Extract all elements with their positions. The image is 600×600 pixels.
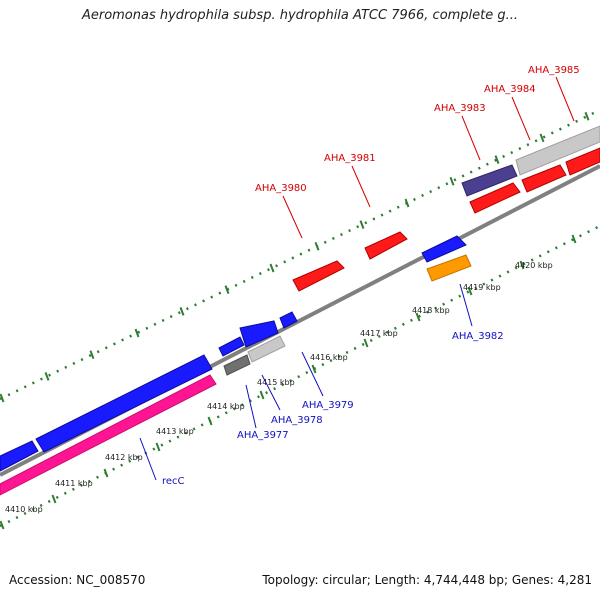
scale-major-tick [415,312,421,322]
gene-label-AHA_3983[interactable]: AHA_3983 [434,103,486,114]
scale-major-tick [51,494,57,504]
scale-major-tick [404,198,410,208]
scale-major-tick [494,155,500,164]
scale-major-tick [0,520,5,530]
gene-AHA_3979-arrow[interactable] [279,311,298,329]
scale-major-tick [207,416,213,426]
gene-AHA_3985-arrow[interactable] [565,147,600,176]
tick-label: 4411 kbp [55,479,93,488]
gene-blue-arrow[interactable] [0,440,39,472]
scale-major-tick [314,241,320,251]
gene-AHA_3983-arrow[interactable] [461,164,518,197]
scale-major-tick [584,111,590,121]
gene-label-AHA_3980[interactable]: AHA_3980 [255,183,307,194]
gene-darkgray-arrow[interactable] [223,354,251,376]
scale-major-tick [103,468,109,478]
tick-label: 4416 kbp [310,353,348,362]
scale-major-tick [571,234,577,244]
gene-labels: AHA_3980 AHA_3981 AHA_3983 AHA_3984 AHA_… [162,65,580,487]
lower-scale-dots [0,224,600,528]
accession-text: Accession: NC_008570 [9,573,146,587]
scale-major-tick [224,285,230,295]
scale-major-tick [259,390,265,400]
map-title: Aeromonas hydrophila subsp. hydrophila A… [81,8,519,23]
gene-label-AHA_3985[interactable]: AHA_3985 [528,65,580,76]
tick-label: 4413 kbp [156,427,194,436]
scale-major-tick [179,306,185,316]
gene-AHA_3983-arrow[interactable] [469,182,521,214]
gene-AHA_3981-arrow[interactable] [364,231,408,260]
gene-features [0,125,600,496]
scale-major-tick [449,176,455,186]
gene-recC-arrow[interactable] [0,374,217,496]
tick-label: 4420 kbp [515,261,553,270]
upper-scale-major-ticks [0,111,590,403]
gene-label-recC[interactable]: recC [162,476,185,487]
gene-AHA_3977-arrow[interactable] [218,336,245,357]
scale-major-tick [363,338,369,348]
scale-major-tick [359,220,365,229]
gene-gray-arrow[interactable] [247,335,286,363]
gene-blue-arrow[interactable] [35,354,213,453]
gene-AHA_3978-arrow[interactable] [239,320,279,348]
scale-tick-labels: 4410 kbp 4411 kbp 4412 kbp 4413 kbp 4414… [5,261,553,514]
scale-major-tick [89,350,95,360]
gene-AHA_3980-arrow[interactable] [292,260,345,292]
tick-label: 4415 kbp [257,378,295,387]
scale-major-tick [519,260,525,270]
gene-label-AHA_3978[interactable]: AHA_3978 [271,415,323,426]
scale-major-tick [134,328,140,338]
gene-AHA_3984-arrow[interactable] [521,164,567,193]
lower-scale-major-ticks [0,234,577,530]
tick-label: 4414 kbp [207,402,245,411]
scale-major-tick [311,364,317,374]
gene-label-AHA_3982[interactable]: AHA_3982 [452,331,504,342]
tick-label: 4417 kbp [360,329,398,338]
upper-scale-dots [0,108,600,401]
tick-label: 4410 kbp [5,505,43,514]
tick-label: 4418 kbp [412,306,450,315]
gene-gray-arrow[interactable] [515,125,600,176]
gene-label-AHA_3984[interactable]: AHA_3984 [484,84,536,95]
label-leader-lines [139,76,575,481]
gene-label-AHA_3979[interactable]: AHA_3979 [302,400,354,411]
scale-major-tick [0,393,5,403]
scale-major-tick [155,442,161,452]
genome-summary-text: Topology: circular; Length: 4,744,448 bp… [262,573,592,587]
scale-major-tick [44,372,50,381]
scale-major-tick [269,263,275,273]
tick-label: 4419 kbp [463,283,501,292]
tick-label: 4412 kbp [105,453,143,462]
gene-label-AHA_3977[interactable]: AHA_3977 [237,430,289,441]
scale-major-tick [539,133,545,143]
gene-AHA_3982-arrow[interactable] [426,254,472,282]
gene-blue-arrow[interactable] [421,235,467,263]
scale-major-tick [467,286,473,296]
gene-label-AHA_3981[interactable]: AHA_3981 [324,153,376,164]
